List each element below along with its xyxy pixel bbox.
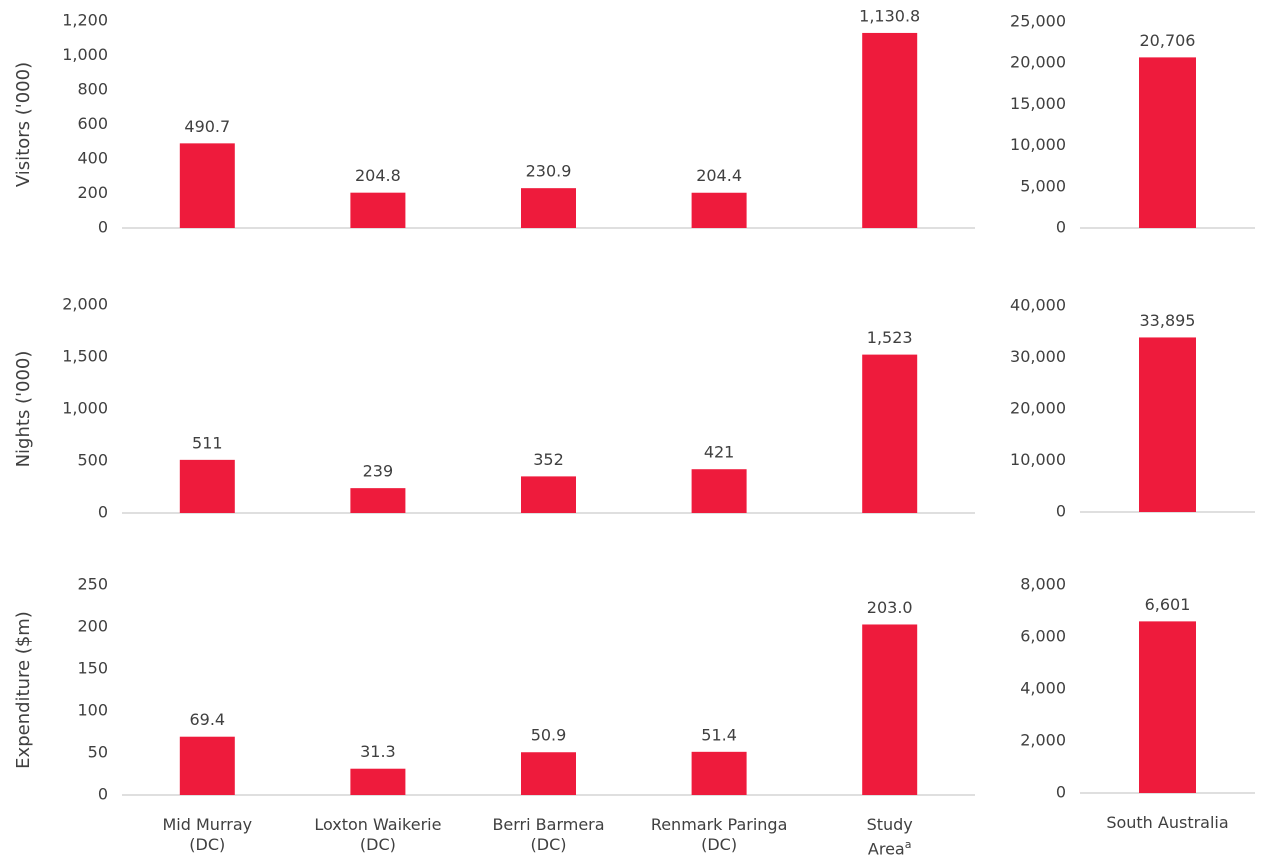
bar bbox=[1139, 337, 1196, 512]
y-axis-title: Visitors ('000) bbox=[13, 62, 34, 187]
data-label: 421 bbox=[704, 443, 735, 462]
x-tick-label: Mid Murray (DC) bbox=[122, 815, 292, 855]
data-label: 50.9 bbox=[531, 726, 567, 745]
data-label: 204.4 bbox=[696, 166, 742, 185]
bar bbox=[521, 752, 576, 795]
data-label: 490.7 bbox=[184, 117, 230, 136]
y-tick-label: 1,000 bbox=[62, 399, 108, 418]
bar bbox=[521, 188, 576, 228]
category-text: Renmark Paringa (DC) bbox=[650, 815, 788, 854]
y-tick-label: 6,000 bbox=[1020, 627, 1066, 646]
y-tick-label: 150 bbox=[77, 659, 108, 678]
bar bbox=[1139, 621, 1196, 793]
bar bbox=[179, 143, 235, 228]
x-tick-label: Loxton Waikerie (DC) bbox=[293, 815, 463, 855]
data-label: 1,523 bbox=[867, 328, 913, 347]
bar bbox=[862, 354, 918, 513]
y-tick-label: 600 bbox=[77, 114, 108, 133]
bar bbox=[179, 459, 235, 513]
bar bbox=[1139, 57, 1196, 228]
bar bbox=[691, 751, 747, 795]
bar bbox=[350, 768, 406, 795]
y-tick-label: 25,000 bbox=[1010, 12, 1066, 31]
y-tick-label: 250 bbox=[77, 575, 108, 594]
data-label: 511 bbox=[192, 433, 223, 452]
y-tick-label: 1,200 bbox=[62, 11, 108, 30]
y-tick-label: 50 bbox=[88, 743, 108, 762]
y-tick-label: 20,000 bbox=[1010, 53, 1066, 72]
y-tick-label: 200 bbox=[77, 183, 108, 202]
y-tick-label: 400 bbox=[77, 149, 108, 168]
y-tick-label: 0 bbox=[98, 503, 108, 522]
data-label: 239 bbox=[363, 462, 394, 481]
data-label: 33,895 bbox=[1140, 311, 1196, 330]
data-label: 230.9 bbox=[526, 162, 572, 181]
bar bbox=[350, 192, 406, 228]
y-tick-label: 100 bbox=[77, 701, 108, 720]
y-tick-label: 8,000 bbox=[1020, 575, 1066, 594]
x-tick-label: South Australia bbox=[1083, 813, 1253, 833]
y-tick-label: 15,000 bbox=[1010, 94, 1066, 113]
x-tick-label: Renmark Paringa (DC) bbox=[634, 815, 804, 855]
bar bbox=[691, 192, 747, 228]
y-tick-label: 5,000 bbox=[1020, 176, 1066, 195]
x-tick-label: Berri Barmera (DC) bbox=[464, 815, 634, 855]
bar bbox=[862, 32, 918, 229]
bar bbox=[179, 736, 235, 795]
data-label: 203.0 bbox=[867, 598, 913, 617]
y-tick-label: 20,000 bbox=[1010, 399, 1066, 418]
bar bbox=[350, 488, 406, 513]
data-label: 69.4 bbox=[189, 710, 225, 729]
bar bbox=[862, 624, 918, 795]
y-tick-label: 800 bbox=[77, 80, 108, 99]
data-label: 6,601 bbox=[1145, 595, 1191, 614]
y-tick-label: 1,000 bbox=[62, 45, 108, 64]
data-label: 20,706 bbox=[1140, 31, 1196, 50]
x-tick-label: Study Areaa bbox=[805, 815, 975, 859]
category-text: Mid Murray (DC) bbox=[162, 815, 253, 854]
y-tick-label: 0 bbox=[1056, 502, 1066, 521]
y-axis-title: Expenditure ($m) bbox=[13, 611, 34, 769]
data-label: 1,130.8 bbox=[859, 6, 920, 25]
y-tick-label: 30,000 bbox=[1010, 347, 1066, 366]
y-tick-label: 2,000 bbox=[1020, 731, 1066, 750]
y-tick-label: 0 bbox=[1056, 218, 1066, 237]
category-text: Loxton Waikerie (DC) bbox=[314, 815, 442, 854]
y-tick-label: 0 bbox=[98, 785, 108, 804]
data-label: 204.8 bbox=[355, 166, 401, 185]
category-note: a bbox=[904, 838, 912, 851]
bar bbox=[521, 476, 576, 513]
data-label: 31.3 bbox=[360, 742, 396, 761]
y-tick-label: 4,000 bbox=[1020, 679, 1066, 698]
y-tick-label: 10,000 bbox=[1010, 135, 1066, 154]
y-tick-label: 200 bbox=[77, 617, 108, 636]
category-text: South Australia bbox=[1106, 813, 1229, 832]
y-tick-label: 500 bbox=[77, 451, 108, 470]
bar bbox=[691, 469, 747, 513]
y-tick-label: 2,000 bbox=[62, 295, 108, 314]
category-text: Berri Barmera (DC) bbox=[492, 815, 605, 854]
y-tick-label: 40,000 bbox=[1010, 296, 1066, 315]
data-label: 51.4 bbox=[701, 725, 737, 744]
y-tick-label: 1,500 bbox=[62, 347, 108, 366]
y-tick-label: 10,000 bbox=[1010, 450, 1066, 469]
y-tick-label: 0 bbox=[98, 218, 108, 237]
category-text: Study Area bbox=[866, 815, 913, 859]
y-tick-label: 0 bbox=[1056, 783, 1066, 802]
y-axis-title: Nights ('000) bbox=[13, 351, 34, 468]
data-label: 352 bbox=[533, 450, 564, 469]
